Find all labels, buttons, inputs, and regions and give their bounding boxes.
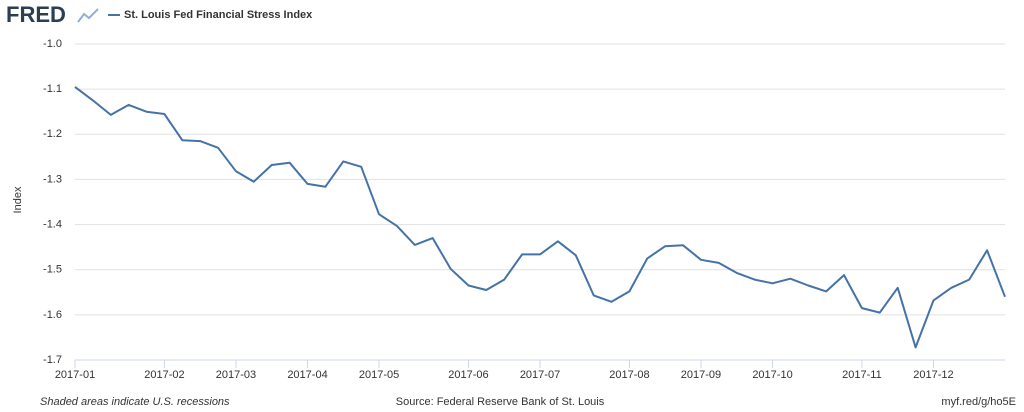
x-tick-label: 2017-03 (216, 369, 256, 381)
x-tick-label: 2017-06 (448, 369, 488, 381)
x-tick-label: 2017-01 (55, 369, 95, 381)
x-tick-label: 2017-10 (752, 369, 792, 381)
y-tick-label: -1.3 (43, 173, 62, 185)
x-tick-label: 2017-11 (842, 369, 882, 381)
note: Shaded areas indicate U.S. recessions (40, 396, 230, 408)
x-tick-label: 2017-09 (681, 369, 721, 381)
y-tick-label: -1.7 (43, 354, 62, 366)
x-tick-label: 2017-07 (520, 369, 560, 381)
legend-label: St. Louis Fed Financial Stress Index (124, 9, 313, 21)
y-tick-label: -1.6 (43, 309, 62, 321)
y-tick-label: -1.0 (43, 38, 62, 50)
x-tick-label: 2017-12 (913, 369, 953, 381)
source: Source: Federal Reserve Bank of St. Loui… (396, 396, 605, 408)
x-tick-label: 2017-05 (359, 369, 399, 381)
link[interactable]: myf.red/g/ho5E (941, 396, 1016, 408)
logo: FRED (6, 2, 66, 27)
logo-icon (77, 8, 99, 23)
y-tick-label: -1.2 (43, 128, 62, 140)
x-tick-label: 2017-04 (287, 369, 327, 381)
y-axis-label: Index (12, 186, 24, 213)
x-tick-label: 2017-02 (144, 369, 184, 381)
x-tick-label: 2017-08 (609, 369, 649, 381)
y-tick-label: -1.1 (43, 83, 62, 95)
series-line (74, 86, 1006, 349)
y-tick-label: -1.5 (43, 264, 62, 276)
y-tick-label: -1.4 (43, 218, 62, 230)
